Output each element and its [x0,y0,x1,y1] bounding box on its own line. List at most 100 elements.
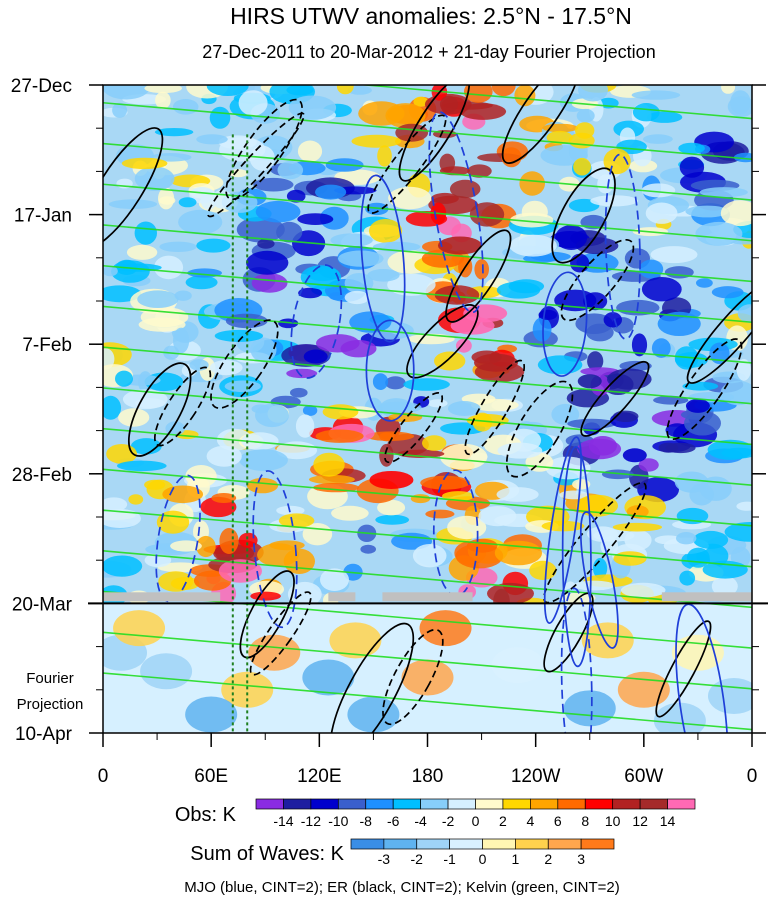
missing-data-bar [103,592,221,602]
anomaly-field [103,85,752,625]
anomaly-cell [137,290,179,309]
anomaly-cell [206,445,242,467]
anomaly-cell [103,395,122,420]
obs-colorbar-swatch [310,798,339,810]
anomaly-cell [575,122,595,139]
anomaly-cell [349,311,392,333]
projection-cell [302,659,355,696]
mjo-contour [579,511,619,649]
waves-colorbar-tick: -2 [411,851,424,867]
anomaly-cell [538,309,558,320]
anomaly-cell [379,432,395,442]
anomaly-cell [144,85,182,94]
anomaly-cell [154,128,194,137]
anomaly-cell [250,591,281,601]
er-contour [445,229,512,323]
anomaly-cell [196,535,216,558]
anomaly-cell [286,189,306,203]
y-tick-label: 7-Feb [22,335,72,356]
anomaly-cell [733,152,752,163]
anomaly-cell [709,342,730,365]
er-contour [560,238,635,322]
anomaly-cell [440,443,488,470]
anomaly-cell [276,221,303,243]
anomaly-cell [375,514,410,525]
obs-colorbar-tick: -8 [360,813,373,829]
anomaly-cell [629,464,649,489]
anomaly-cell [587,351,604,371]
anomaly-cell [372,373,389,390]
anomaly-cell [338,250,384,267]
obs-colorbar-swatch [475,798,504,810]
kelvin-contour [103,224,752,283]
anomaly-cell [580,367,620,376]
anomaly-cell [573,580,615,591]
anomaly-peak [369,470,414,489]
obs-colorbar-swatch [337,798,367,810]
kelvin-contour [103,672,752,731]
anomaly-cell [251,273,288,293]
anomaly-cell [117,460,167,472]
obs-colorbar-tick: 0 [472,813,480,829]
anomaly-cell [707,439,752,460]
x-tick-label: 0 [98,766,109,787]
projection-cell [581,622,634,659]
obs-colorbar-tick: -12 [301,813,321,829]
anomaly-trough [622,448,647,463]
anomaly-cell [578,85,608,102]
anomaly-cell [209,360,243,376]
obs-colorbar-tick: -10 [328,813,348,829]
y-axis: 27-Dec 17-Jan 7-Feb 28-Feb 20-Mar 10-Apr [11,76,766,745]
er-contour [249,591,312,676]
obs-colorbar-swatch [530,798,559,810]
obs-colorbar-tick: 4 [526,813,534,829]
anomaly-cell [639,259,664,279]
anomaly-cell [412,544,447,568]
anomaly-cell [573,157,591,176]
anomaly-cell [730,90,751,115]
anomaly-cell [158,187,175,210]
obs-colorbar-tick: 2 [499,813,507,829]
mjo-contour [543,436,582,624]
anomaly-cell [737,304,752,323]
anomaly-cell [209,106,231,129]
anomaly-cell [211,493,237,503]
kelvin-contour [103,305,752,364]
anomaly-cell [351,134,402,148]
anomaly-cell [427,399,448,408]
anomaly-cell [154,255,184,280]
anomaly-cell [583,292,608,311]
kelvin-contour [103,387,752,446]
anomaly-cell [277,161,304,180]
mjo-contour [360,174,406,343]
x-tick-label: 120E [297,766,341,787]
anomaly-cell [155,91,171,109]
anomaly-cell [103,497,128,512]
kelvin-contour [103,509,752,568]
x-tick-label: 120W [511,766,561,787]
anomaly-cell [570,253,590,273]
anomaly-cell [466,414,509,427]
anomaly-cell [115,370,133,387]
anomaly-cell [330,233,373,247]
anomaly-cell [336,85,354,95]
anomaly-cell [219,528,239,554]
anomaly-cell [344,273,374,294]
anomaly-cell [108,199,158,209]
obs-colorbar-swatch [667,798,696,810]
er-contour [505,380,574,478]
anomaly-cell [678,142,705,154]
obs-colorbar: -14 -12 -10 -8 -6 -4 -2 0 2 4 6 8 10 12 14 [255,798,696,829]
obs-colorbar-swatch [639,798,668,810]
anomaly-cell [510,212,554,228]
anomaly-cell [641,277,682,302]
projection-cell [491,647,544,684]
anomaly-cell [257,543,299,567]
waves-colorbar-tick: 1 [511,851,519,867]
projection-cell [401,659,454,696]
anomaly-cell [189,359,209,371]
anomaly-cell [597,174,614,194]
mjo-contour [252,470,298,629]
er-contour [384,392,444,464]
obs-colorbar-tick: -14 [273,813,293,829]
